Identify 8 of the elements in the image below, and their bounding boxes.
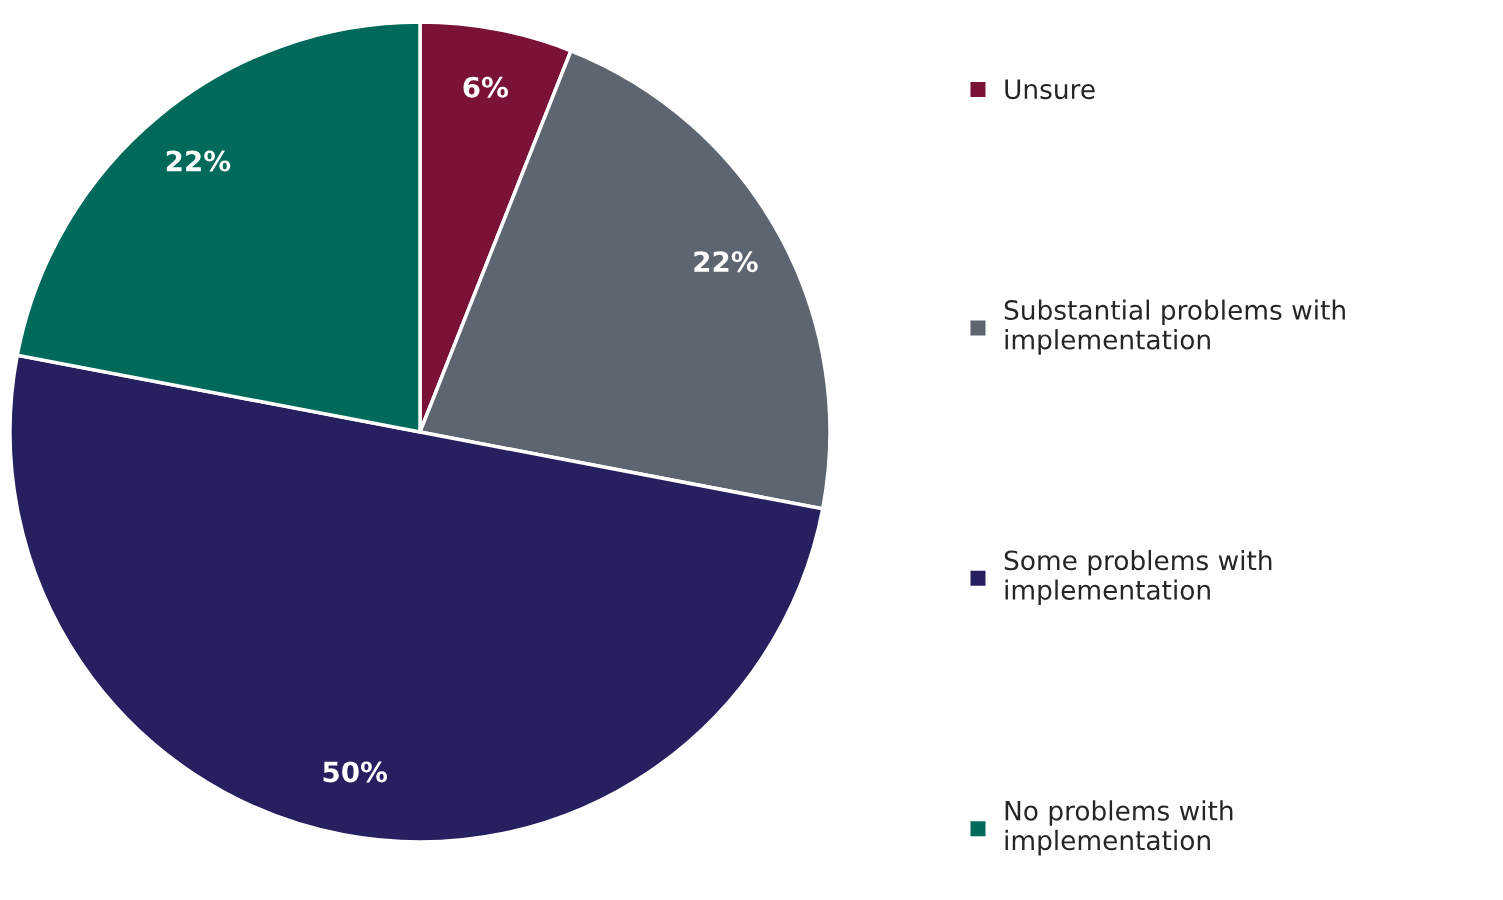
data-label: 50% (323, 761, 388, 783)
data-label: 22% (166, 150, 231, 172)
legend-label: Substantial problems with implementation (1004, 299, 1345, 355)
legend-label: Unsure (1005, 79, 1095, 100)
data-label: 22% (694, 251, 758, 273)
legend-label: Some problems with implementation (1004, 549, 1272, 606)
legend-label: No problems with implementation (1005, 800, 1233, 856)
data-label: 6% (463, 76, 508, 98)
